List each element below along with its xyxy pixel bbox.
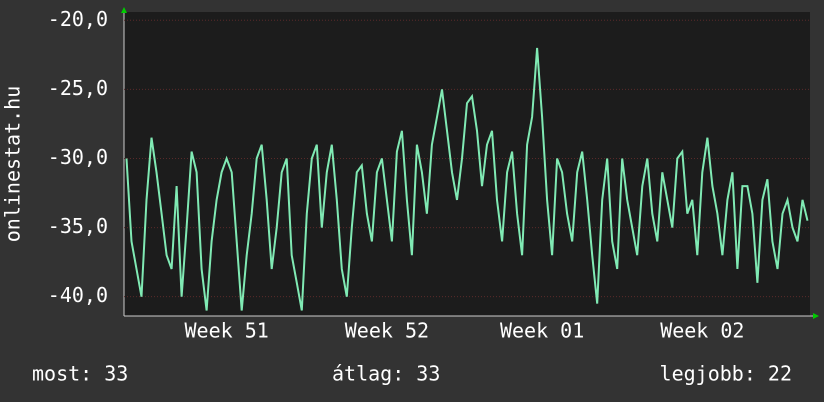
x-tick-label: Week 51 <box>185 319 269 343</box>
x-tick-label: Week 01 <box>500 319 584 343</box>
stat-now: most: 33 <box>32 362 128 386</box>
y-tick-label: -25,0 <box>48 76 108 100</box>
x-tick-label: Week 52 <box>345 319 429 343</box>
stat-best: legjobb: 22 <box>660 362 792 386</box>
data-line <box>125 47 809 311</box>
y-tick-label: -20,0 <box>48 7 108 31</box>
x-tick-label: Week 02 <box>660 319 744 343</box>
y-tick-label: -35,0 <box>48 214 108 238</box>
y-tick-label: -40,0 <box>48 283 108 307</box>
y-tick-label: -30,0 <box>48 145 108 169</box>
stat-average: átlag: 33 <box>332 362 440 386</box>
y-axis-label: onlinestat.hu <box>1 86 25 243</box>
axis-arrow <box>813 313 819 319</box>
plot-area <box>124 12 810 316</box>
axis-arrow <box>121 7 127 13</box>
